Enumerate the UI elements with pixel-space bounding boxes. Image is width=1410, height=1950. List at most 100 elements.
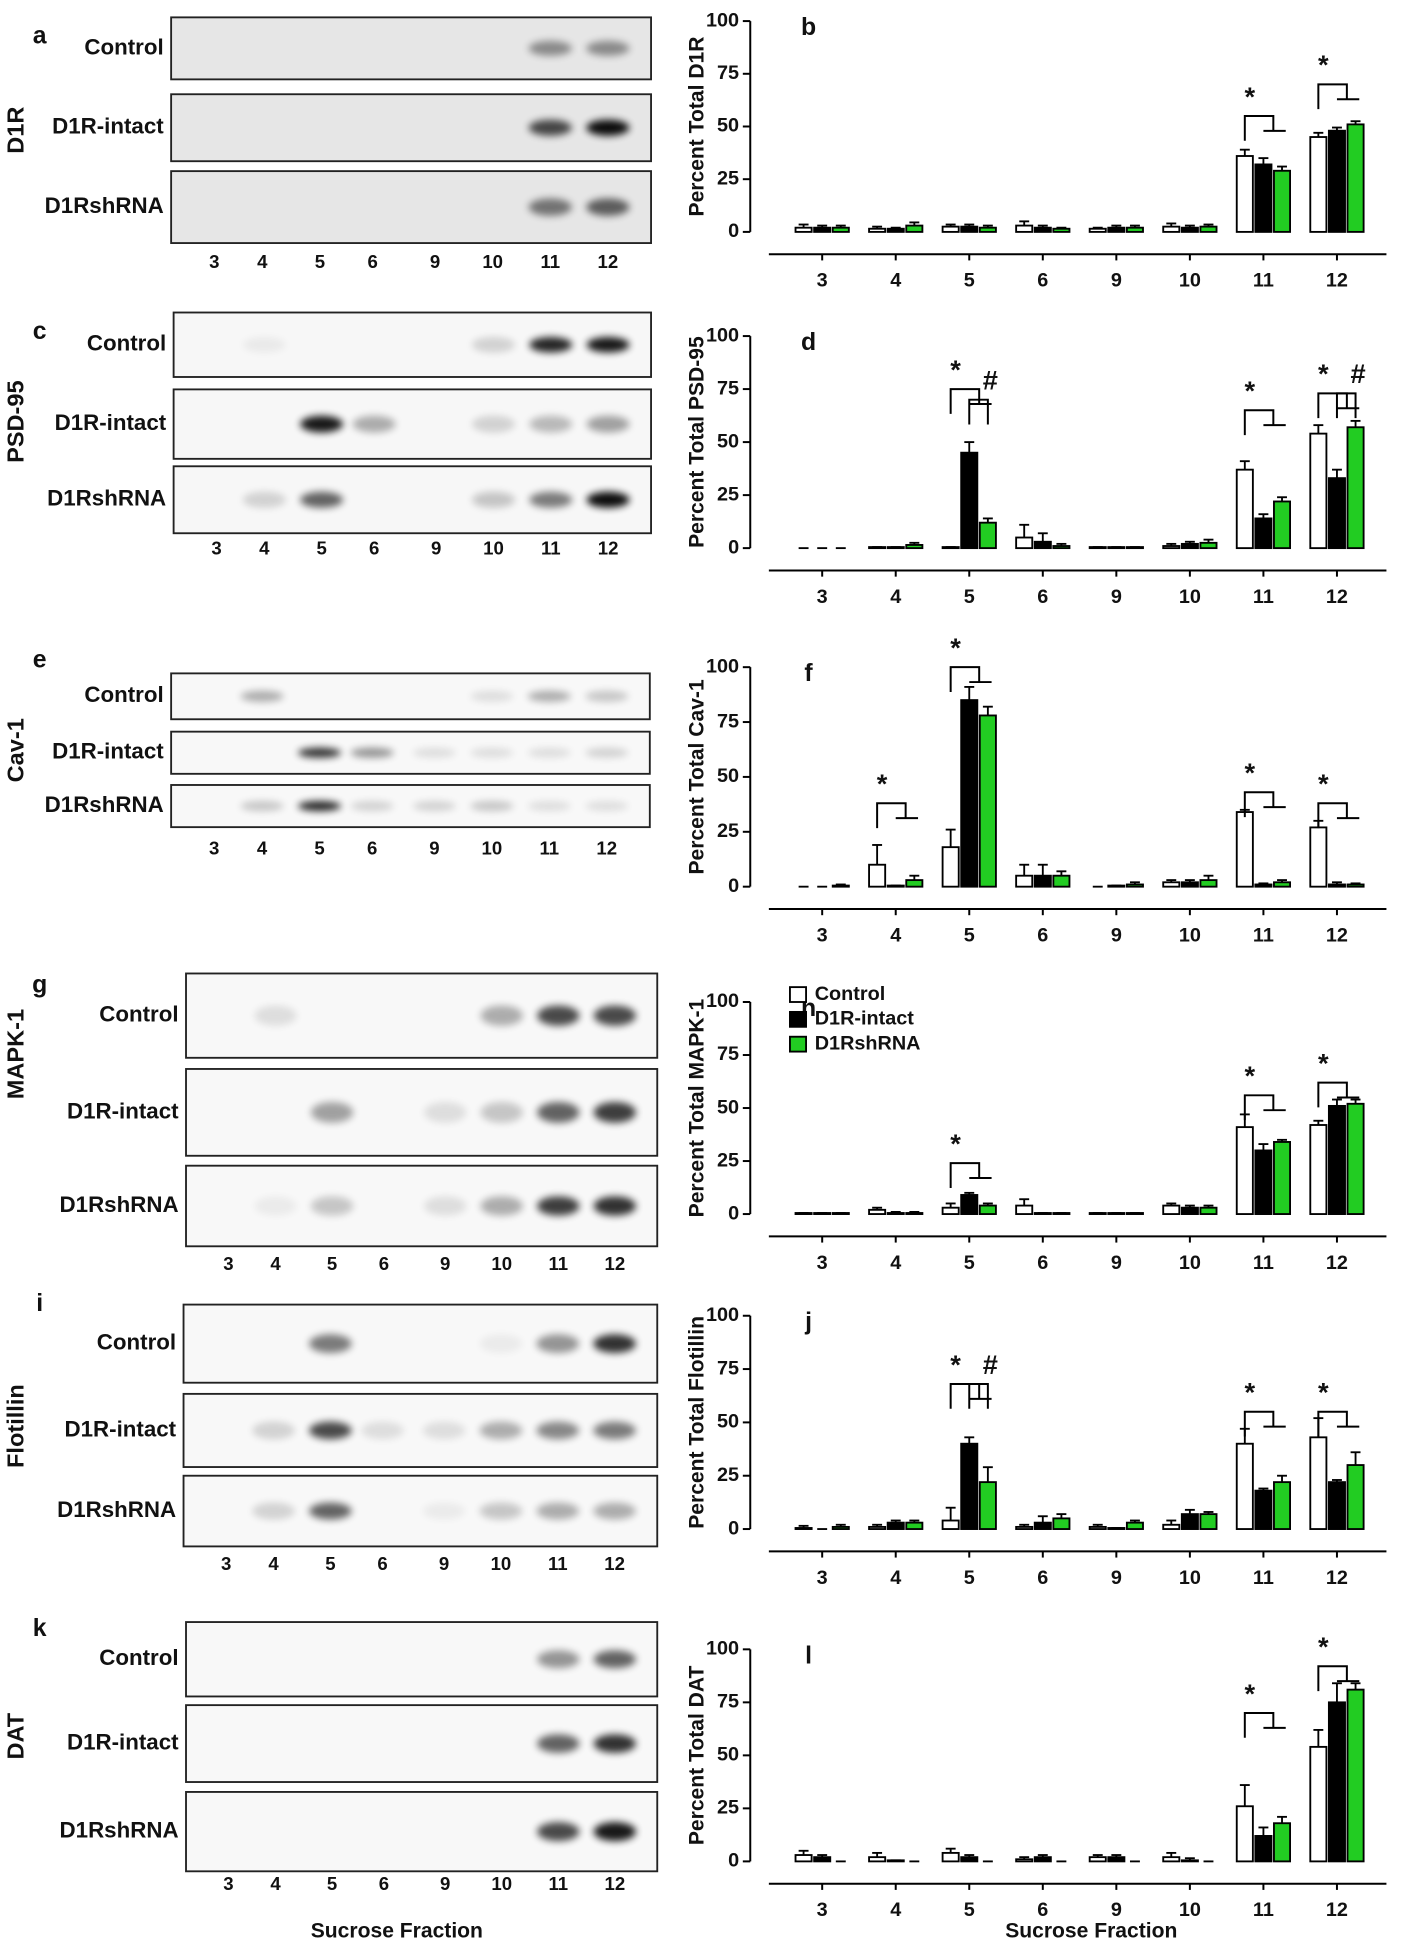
- x-tick-label: 5: [964, 1567, 975, 1589]
- x-tick-label: 6: [1037, 270, 1048, 292]
- blot-band: [529, 491, 573, 508]
- bar: [905, 1521, 924, 1530]
- blot-band: [593, 1005, 637, 1026]
- blot-frame: [185, 1068, 659, 1157]
- lane-label: 10: [482, 837, 503, 858]
- blot-band: [593, 1421, 636, 1440]
- y-tick-label: 100: [706, 655, 739, 677]
- x-label-left: Sucrose Fraction: [311, 1920, 483, 1943]
- x-tick-label: 4: [890, 1567, 901, 1589]
- significance-bracket: [1243, 1711, 1286, 1738]
- blot-band: [422, 1502, 466, 1520]
- bar: [1107, 1212, 1126, 1215]
- bar: [1125, 1521, 1144, 1530]
- x-tick-label: 12: [1326, 925, 1348, 947]
- y-tick-label: 0: [728, 1517, 739, 1539]
- legend-label: D1R-intact: [815, 1008, 915, 1030]
- legend-label: D1RshRNA: [815, 1032, 921, 1054]
- bar: [813, 226, 832, 233]
- blot-band: [480, 1101, 523, 1123]
- bar: [1033, 1212, 1052, 1215]
- bar: [1273, 169, 1292, 233]
- protein-label: Cav-1: [3, 718, 29, 782]
- bar: [941, 225, 960, 233]
- bar: [1125, 546, 1144, 550]
- x-tick-label: 10: [1179, 1567, 1201, 1589]
- x-tick-label: 5: [964, 925, 975, 947]
- bar: [1346, 1688, 1365, 1863]
- lane-label: 6: [367, 837, 377, 858]
- legend-swatch: [789, 986, 807, 1003]
- significance-bracket: [1317, 1665, 1360, 1692]
- bar: [1052, 1212, 1071, 1215]
- bar: [941, 1519, 960, 1530]
- bar: [1199, 879, 1218, 888]
- blot-band: [593, 1196, 637, 1216]
- lane-label: 3: [209, 837, 219, 858]
- bar: [1052, 545, 1071, 550]
- blot-band: [528, 119, 572, 136]
- bar: [1088, 227, 1107, 233]
- bar: [1052, 227, 1071, 233]
- bar: [794, 1854, 813, 1863]
- lane-label: 11: [541, 537, 561, 558]
- lane-label: 11: [539, 837, 559, 858]
- significance-mark: #: [983, 365, 998, 396]
- bar: [886, 227, 905, 233]
- bar: [1309, 136, 1328, 233]
- x-tick-label: 6: [1037, 1252, 1048, 1274]
- y-tick-label: 25: [717, 820, 739, 842]
- blot-band: [254, 1196, 297, 1216]
- x-tick-label: 6: [1037, 586, 1048, 608]
- significance-mark: *: [1244, 81, 1255, 112]
- bar: [1052, 1517, 1071, 1530]
- y-tick-label: 75: [717, 1043, 739, 1065]
- x-tick-label: 11: [1253, 270, 1274, 292]
- y-tick-label: 100: [706, 1304, 739, 1326]
- bar: [905, 1212, 924, 1215]
- y-tick-label: 50: [717, 115, 739, 137]
- bar: [886, 1212, 905, 1215]
- y-tick-label: 25: [717, 483, 739, 505]
- y-tick-label: 0: [728, 220, 739, 242]
- blot-band: [300, 491, 344, 508]
- lane-label: 10: [482, 251, 503, 272]
- bar: [1180, 226, 1199, 233]
- lane-label: 5: [325, 1553, 335, 1574]
- blot-row-label: D1R-intact: [55, 410, 167, 435]
- significance-mark: *: [1318, 1047, 1329, 1078]
- bar: [1088, 1525, 1107, 1530]
- bar: [868, 1525, 887, 1530]
- significance-bracket: [968, 1383, 989, 1409]
- blot-band: [529, 415, 573, 433]
- bar: [1309, 432, 1328, 550]
- bar: [1346, 123, 1365, 233]
- bar: [1088, 1212, 1107, 1215]
- y-tick-label: 0: [728, 536, 739, 558]
- x-tick-label: 10: [1179, 270, 1201, 292]
- y-tick-label: 50: [717, 765, 739, 787]
- y-axis-label: Percent Total D1R: [686, 36, 709, 216]
- lane-label: 12: [604, 1553, 625, 1574]
- x-tick-label: 3: [817, 1899, 828, 1921]
- blot-row-label: Control: [84, 682, 163, 707]
- blot-band: [593, 1822, 637, 1842]
- x-tick-label: 12: [1326, 1567, 1348, 1589]
- blot-band: [593, 1734, 637, 1753]
- lane-label: 3: [209, 251, 219, 272]
- x-tick-label: 5: [964, 270, 975, 292]
- lane-label: 6: [379, 1873, 389, 1894]
- x-tick-label: 9: [1111, 1899, 1122, 1921]
- y-tick-label: 25: [717, 167, 739, 189]
- bar: [978, 1204, 997, 1215]
- blot-band: [479, 1421, 523, 1440]
- x-tick-label: 11: [1253, 1567, 1274, 1589]
- blot-frame: [172, 388, 652, 460]
- bar: [1180, 881, 1199, 888]
- bar: [1235, 468, 1254, 550]
- bar: [1327, 1481, 1346, 1530]
- bar: [1015, 1858, 1034, 1863]
- figure-body: Sucrose Fraction Sucrose Fraction a D1R Co…: [3, 9, 1387, 1943]
- panel-letter: j: [804, 1309, 812, 1336]
- blot-band: [586, 119, 630, 136]
